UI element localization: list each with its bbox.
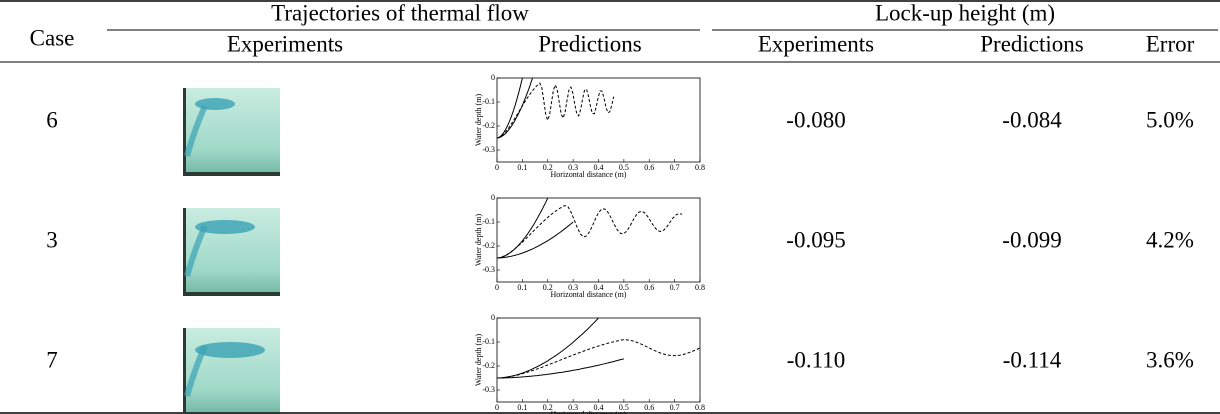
y-tick-label: -0.3: [482, 385, 495, 394]
trajectory-upper: [497, 78, 523, 139]
y-tick-label: 0: [491, 73, 495, 82]
y-axis-label: Water depth (m): [474, 214, 483, 267]
case-label: 7: [46, 347, 58, 372]
x-tick-label: 0.8: [695, 163, 705, 172]
x-tick-label: 0.8: [695, 283, 705, 292]
column-header: Experiments: [227, 31, 343, 56]
column-header: Error: [1146, 31, 1195, 56]
dye-plume: [195, 342, 265, 358]
header-group: Lock-up height (m): [875, 0, 1055, 25]
y-tick-label: -0.2: [482, 121, 495, 130]
x-tick-label: 0.1: [517, 283, 527, 292]
x-tick-label: 0.6: [644, 163, 654, 172]
x-axis-label: Horizontal distance (m): [551, 410, 627, 414]
case-label: 6: [46, 107, 58, 132]
trajectory-upper: [497, 318, 599, 379]
y-tick-label: 0: [491, 193, 495, 202]
y-tick-label: -0.1: [482, 217, 495, 226]
trajectory-lower: [497, 221, 574, 259]
experiment-value: -0.095: [786, 227, 845, 252]
x-tick-label: 0.7: [670, 283, 680, 292]
prediction-value: -0.114: [1003, 347, 1062, 372]
y-axis-label: Water depth (m): [474, 94, 483, 147]
error-value: 5.0%: [1146, 107, 1194, 132]
x-tick-label: 0.7: [670, 403, 680, 412]
x-tick-label: 0.3: [568, 403, 578, 412]
experiment-value: -0.080: [786, 107, 845, 132]
x-tick-label: 0.3: [568, 283, 578, 292]
x-tick-label: 0.3: [568, 163, 578, 172]
y-tick-label: -0.1: [482, 337, 495, 346]
x-tick-label: 0.6: [644, 283, 654, 292]
case-label: 3: [46, 227, 58, 252]
experiment-value: -0.110: [787, 347, 846, 372]
dye-stem: [184, 344, 208, 397]
column-header: Experiments: [758, 31, 874, 56]
x-tick-label: 0.6: [644, 403, 654, 412]
x-tick-label: 0.5: [619, 283, 629, 292]
trajectory-mean: [497, 339, 700, 379]
trajectory-lower: [497, 78, 533, 139]
x-tick-label: 0.4: [594, 403, 604, 412]
x-tick-label: 0.7: [670, 163, 680, 172]
tank-floor: [183, 412, 280, 414]
y-axis-label: Water depth (m): [474, 334, 483, 387]
prediction-value: -0.099: [1002, 227, 1061, 252]
tank-floor: [183, 292, 280, 296]
plot-frame: [496, 317, 701, 403]
plot-frame: [496, 197, 701, 283]
error-value: 3.6%: [1146, 347, 1194, 372]
tank-frame: [183, 88, 186, 176]
tank-frame: [183, 328, 186, 414]
x-tick-label: 0.4: [594, 163, 604, 172]
x-tick-label: 0.1: [517, 163, 527, 172]
y-tick-label: -0.3: [482, 145, 495, 154]
tank-frame: [183, 208, 186, 296]
error-value: 4.2%: [1146, 227, 1194, 252]
x-tick-label: 0.5: [619, 163, 629, 172]
x-axis-label: Horizontal distance (m): [551, 170, 627, 179]
dye-stem: [184, 224, 208, 277]
x-tick-label: 0.1: [517, 403, 527, 412]
trajectory-upper: [497, 198, 549, 259]
column-header: Predictions: [538, 31, 642, 56]
y-tick-label: 0: [491, 313, 495, 322]
prediction-value: -0.084: [1002, 107, 1062, 132]
trajectory-mean: [497, 82, 615, 139]
y-tick-label: -0.1: [482, 97, 495, 106]
plot-frame: [496, 77, 701, 163]
x-tick-label: 0: [495, 163, 499, 172]
dye-stem: [184, 104, 208, 157]
dye-plume: [195, 220, 255, 234]
x-tick-label: 0.2: [543, 283, 553, 292]
column-header: Predictions: [980, 31, 1084, 56]
x-tick-label: 0: [495, 403, 499, 412]
y-tick-label: -0.3: [482, 265, 495, 274]
header-group: Trajectories of thermal flow: [271, 0, 529, 25]
x-tick-label: 0.5: [619, 403, 629, 412]
tank-floor: [183, 172, 280, 176]
x-axis-label: Horizontal distance (m): [551, 290, 627, 299]
x-tick-label: 0.8: [695, 403, 705, 412]
y-tick-label: -0.2: [482, 241, 495, 250]
x-tick-label: 0: [495, 283, 499, 292]
y-tick-label: -0.2: [482, 361, 495, 370]
header-case: Case: [30, 25, 75, 50]
x-tick-label: 0.2: [543, 163, 553, 172]
trajectory-mean: [497, 204, 683, 259]
x-tick-label: 0.4: [594, 283, 604, 292]
trajectory-lower: [497, 358, 625, 379]
x-tick-label: 0.2: [543, 403, 553, 412]
